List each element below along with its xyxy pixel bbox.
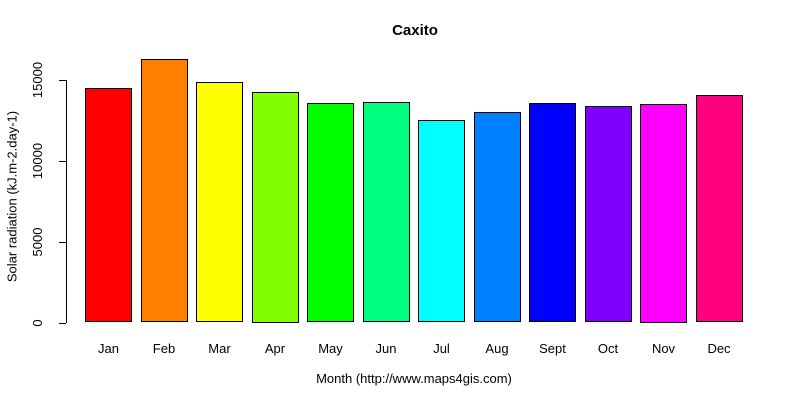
bar-mar [196,82,243,323]
x-tick-label-oct: Oct [597,341,619,356]
x-tick-label-nov: Nov [651,341,676,356]
x-tick-label-sept: Sept [539,341,566,356]
y-tick-label: 5000 [30,227,45,257]
bar-jan [85,88,132,323]
x-tick-label-feb: Feb [152,341,176,356]
bar-jun [362,101,410,323]
bar-nov [640,104,687,323]
x-tick-label-jun: Jun [375,341,397,356]
x-tick-label-jul: Jul [433,341,450,356]
y-axis-title: Solar radiation (kJ.m-2.day-1) [4,110,20,283]
x-tick-label-dec: Dec [707,341,731,356]
bar-sept [529,102,576,323]
y-tick-mark [59,241,66,243]
x-tick-label-apr: Apr [264,341,286,356]
x-tick-label-mar: Mar [208,341,231,356]
bar-aug [473,112,521,323]
bar-may [307,103,354,323]
y-tick-label: 0 [30,318,45,327]
y-axis-line [66,80,67,323]
x-tick-label-jan: Jan [98,341,119,356]
bar-jul [418,120,465,323]
bar-dec [695,95,743,323]
y-tick-label: 15000 [30,61,45,99]
bar-feb [140,58,188,323]
bar-oct [584,105,632,323]
y-tick-mark [59,322,66,324]
y-tick-mark [59,160,66,162]
chart-title: Caxito [392,22,438,39]
x-tick-label-may: May [318,341,343,356]
y-tick-label: 10000 [30,142,45,179]
x-axis-title: Month (http://www.maps4gis.com) [316,371,512,386]
y-tick-mark [59,80,66,81]
bar-apr [251,92,299,323]
x-tick-label-aug: Aug [485,341,509,356]
